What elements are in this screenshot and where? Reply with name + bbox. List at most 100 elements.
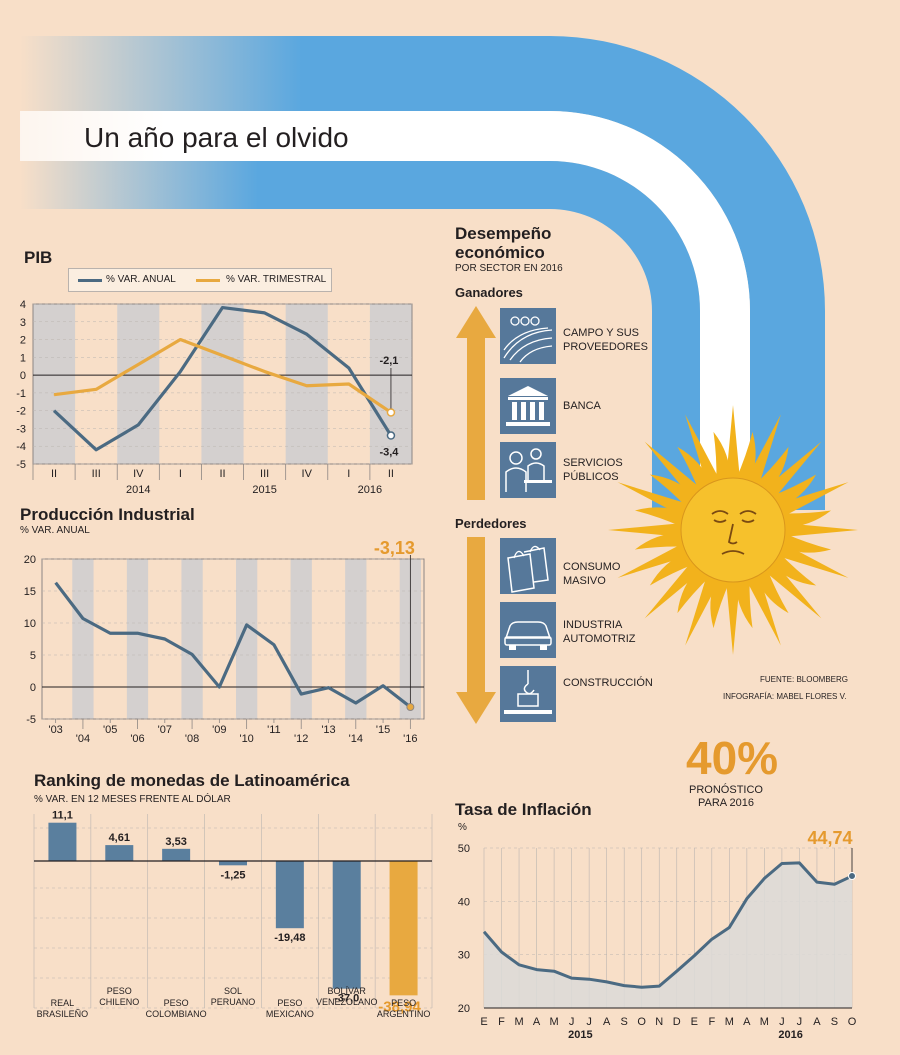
pib-xtick: II: [51, 468, 57, 480]
pib-point: [386, 431, 396, 440]
inflation-unit: %: [458, 822, 467, 833]
sun-ray: [763, 560, 822, 619]
shopping-bags-icon: [507, 545, 549, 593]
pib-ytick: 3: [20, 317, 26, 329]
inf-month-label: E: [691, 1016, 698, 1028]
sun-ray-wavy: [780, 510, 832, 528]
cur-category-line2: ARGENTINO: [377, 1009, 431, 1019]
sun-ray-wavy: [634, 532, 686, 550]
pib-band: [117, 304, 160, 464]
sun-ray: [763, 441, 822, 500]
ind-ytick: 20: [24, 554, 36, 566]
sector-label-auto: INDUSTRIA AUTOMOTRIZ: [563, 619, 636, 645]
car-icon: [504, 621, 552, 650]
ind-xtick: '03: [48, 724, 62, 736]
inf-end-label: 44,74: [807, 828, 852, 848]
inf-line: [482, 861, 853, 989]
cur-category-line1: SOL: [224, 986, 242, 996]
cur-bar: [389, 861, 418, 996]
industrial-chart: 20 15 10 5 0 -5 '03 '04 '05 '06 '07 '08 '09 '10 '11 '12…: [24, 538, 425, 745]
sectors-subtitle: POR SECTOR EN 2016: [455, 263, 563, 274]
ind-xtick: '12: [294, 733, 308, 745]
inf-month-label: J: [797, 1016, 803, 1028]
pib-xtick: II: [219, 468, 225, 480]
sun-ray: [617, 482, 690, 518]
pib-ytick: 0: [20, 370, 26, 382]
inf-month-label: O: [848, 1016, 857, 1028]
inf-month-label: N: [655, 1016, 663, 1028]
ind-band: [126, 559, 149, 719]
pib-ytick: -2: [16, 406, 26, 418]
sector-tile-field: [500, 308, 556, 364]
sun-ray-wavy: [677, 567, 712, 614]
sun-ray-wavy: [710, 577, 731, 629]
cur-value-label: 4,61: [109, 832, 130, 844]
cur-category-line2: BRASILEÑO: [37, 1009, 89, 1019]
pib-xtick: IV: [133, 468, 144, 480]
sector-tile-construction: [500, 666, 556, 722]
sun-ray: [776, 542, 849, 578]
sun-ray: [685, 573, 721, 646]
sun-face: [680, 477, 786, 583]
ind-xtick: '16: [403, 733, 417, 745]
sector-label-construction: CONSTRUCCIÓN: [563, 677, 653, 689]
ind-frame: [41, 558, 425, 720]
currency-chart: 11,1REALBRASILEÑO4,61PESOCHILENO3,53PESO…: [33, 810, 433, 1019]
sun-ray-wavy: [770, 551, 817, 586]
sector-label-field: CAMPO Y SUS PROVEEDORES: [563, 327, 648, 353]
ind-ytick: 0: [30, 682, 36, 694]
source-credit: FUENTE: BLOOMBERG: [760, 675, 849, 684]
inf-month-label: M: [550, 1016, 559, 1028]
losers-label: Perdedores: [455, 516, 527, 531]
sun-ray-wavy: [754, 446, 789, 493]
inf-month-label: F: [708, 1016, 715, 1028]
pib-xtick: IV: [302, 468, 313, 480]
ind-ytick: 10: [24, 618, 36, 630]
ind-xtick: '07: [158, 724, 172, 736]
pib-year-label: 2014: [126, 484, 150, 496]
crane-icon: [504, 670, 552, 714]
ind-xtick: '05: [103, 724, 117, 736]
sun-ray: [644, 441, 703, 500]
cur-category-line1: PESO: [107, 986, 132, 996]
winners-label: Ganadores: [455, 285, 523, 300]
pib-year-label: 2015: [252, 484, 276, 496]
pib-xtick: III: [260, 468, 269, 480]
pib-annual-end-label: -3,4: [379, 447, 399, 459]
cur-bar: [105, 845, 134, 861]
ind-end-point: [406, 703, 415, 712]
pib-ytick: 4: [20, 299, 26, 311]
cur-value-label: 3,53: [165, 836, 186, 848]
pib-quarterly-end-label: -2,1: [379, 355, 398, 367]
pib-xtick: II: [388, 468, 394, 480]
inf-ytick: 30: [458, 950, 470, 962]
sectors-title-line1: Desempeño: [455, 224, 552, 243]
ind-xtick: '11: [267, 724, 281, 736]
pib-xtick: I: [347, 468, 350, 480]
industrial-subtitle: % VAR. ANUAL: [20, 525, 90, 536]
pib-ytick: -5: [16, 459, 26, 471]
cur-bar: [332, 861, 361, 989]
cur-bar: [219, 861, 247, 866]
inf-ytick: 20: [458, 1003, 470, 1015]
sun-ray-wavy: [754, 567, 789, 614]
cur-category-line1: PESO: [164, 998, 189, 1008]
sun-ray: [726, 580, 740, 655]
pib-frame: [32, 303, 413, 465]
cur-value-label: -19,48: [274, 932, 305, 944]
sun-ray-wavy: [780, 532, 832, 553]
ind-xtick: '06: [130, 733, 144, 745]
sun-ray: [644, 560, 703, 619]
inf-month-label: A: [533, 1016, 541, 1028]
bank-icon: [506, 386, 550, 426]
pib-legend-annual-swatch: [78, 279, 102, 282]
ind-band: [290, 559, 312, 719]
cur-category-line2: CHILENO: [99, 997, 139, 1007]
cur-category-line1: BOLÍVAR: [328, 986, 367, 996]
pib-year-label: 2016: [358, 484, 382, 496]
sun-ray: [617, 542, 690, 578]
